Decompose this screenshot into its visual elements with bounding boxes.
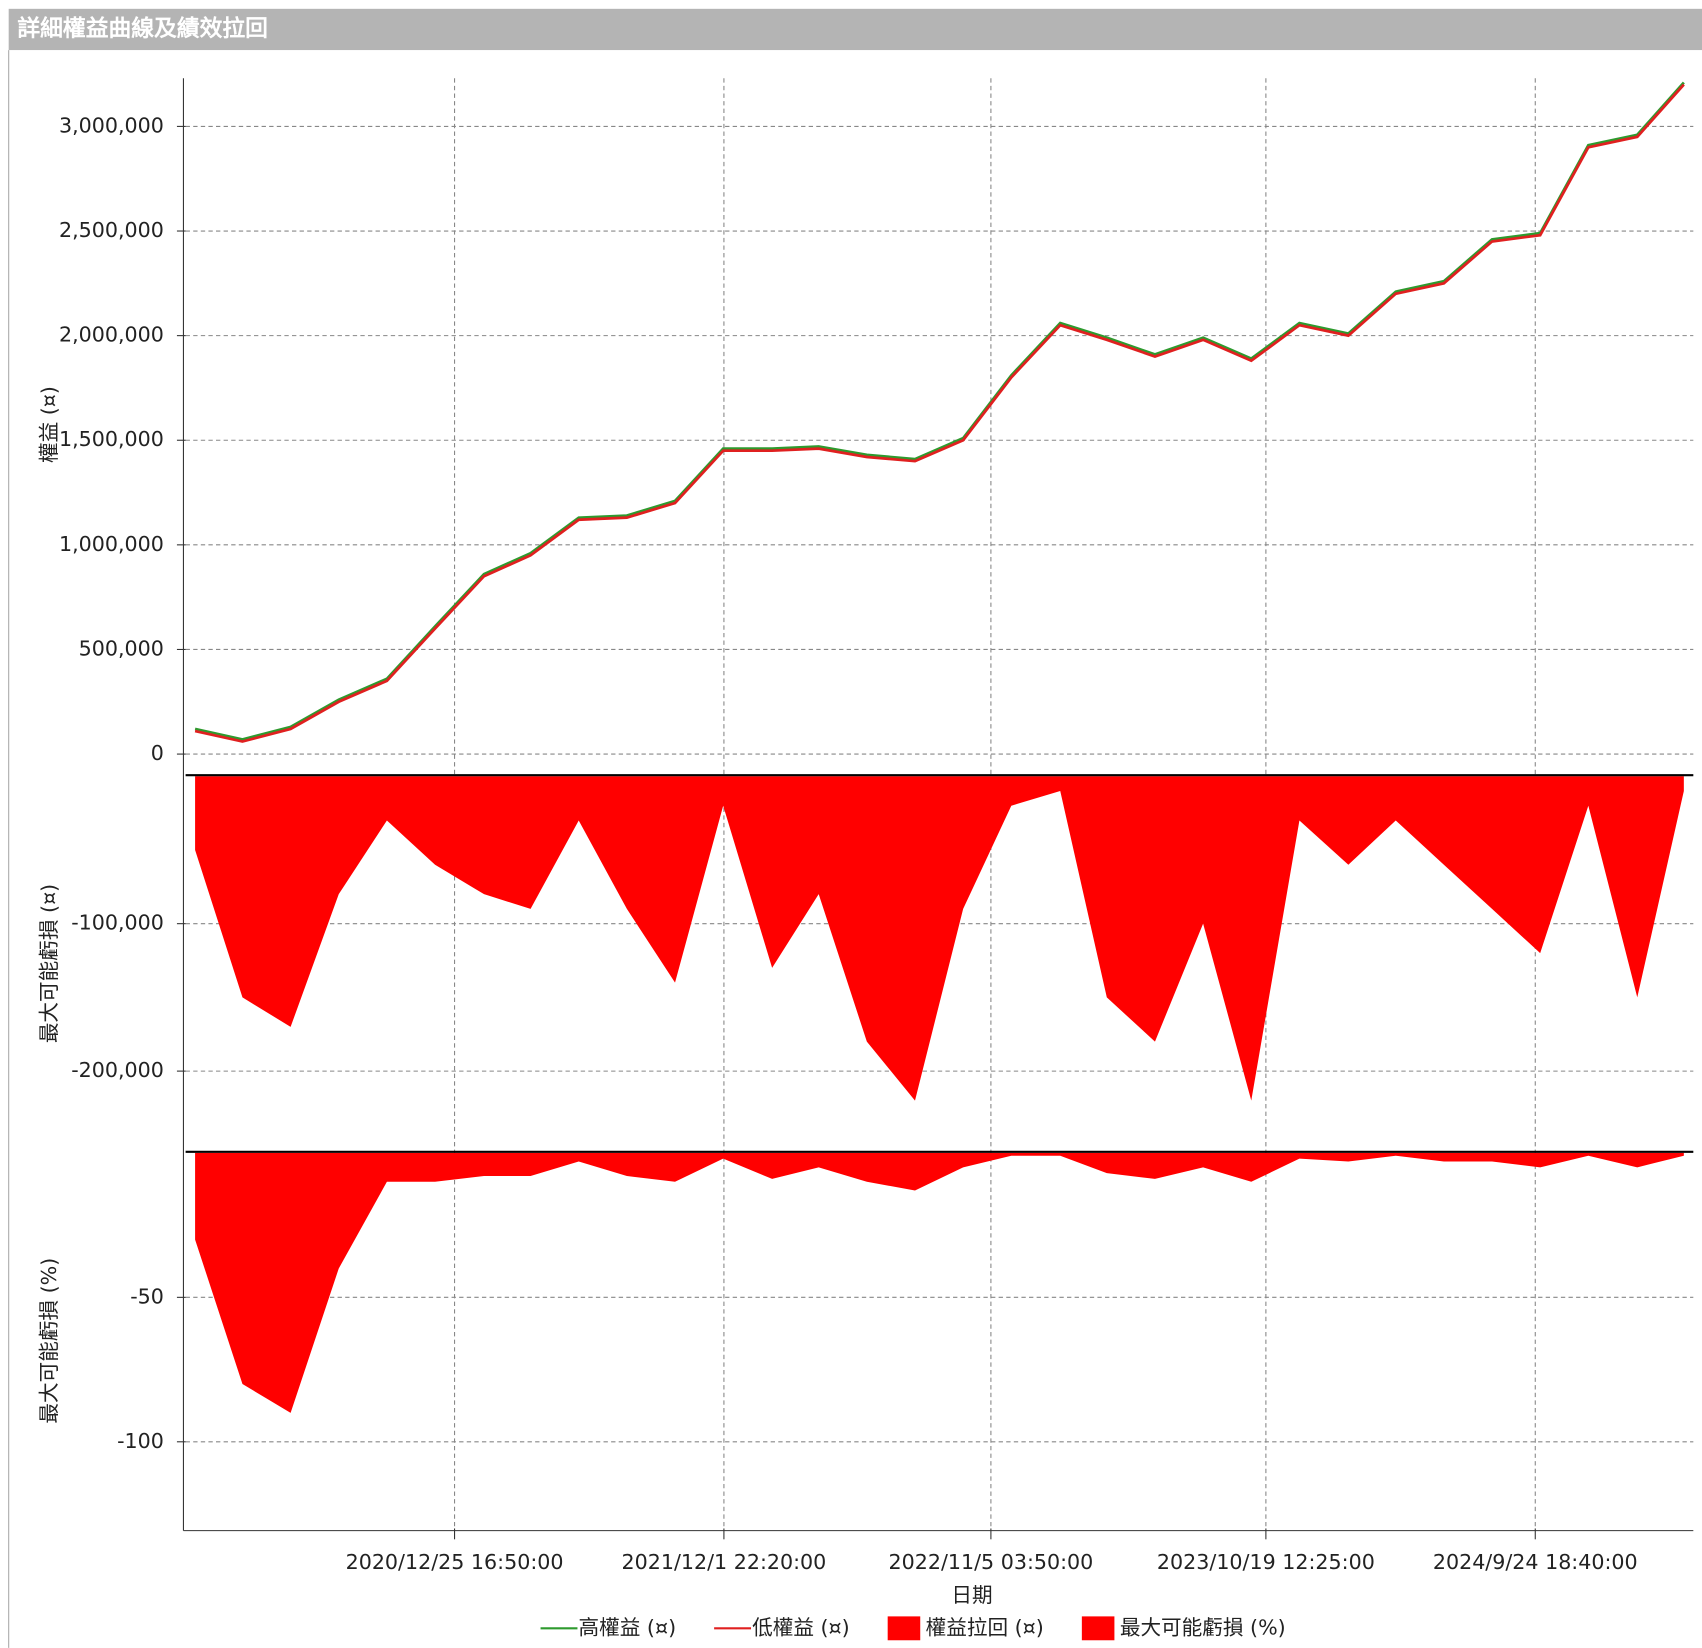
y-tick-label: -50 [130,1284,164,1308]
header-bar [8,8,1702,51]
equity-line [194,83,1685,743]
y-tick-label: 1,500,000 [59,427,164,451]
x-tick-label: 2022/11/5 03:50:00 [889,1550,1094,1574]
legend-label: 低權益 (¤) [752,1615,850,1639]
legend-label: 最大可能虧損 (%) [1120,1615,1286,1639]
y-axis-label: 最大可能虧損 (¤) [37,884,61,1043]
drawdown-area [195,1152,1684,1413]
y-tick-label: 1,000,000 [59,532,164,556]
legend-swatch [1081,1616,1115,1641]
y-tick-label: 0 [151,741,164,765]
equity-line [194,81,1685,741]
x-tick-label: 2024/9/24 18:40:00 [1433,1550,1638,1574]
x-tick-label: 2021/12/1 22:20:00 [622,1550,827,1574]
chart-title: 詳細權益曲線及績效拉回 [17,15,268,42]
y-axis-label: 最大可能虧損 (%) [37,1258,61,1424]
x-tick-label: 2023/10/19 12:25:00 [1157,1550,1375,1574]
y-axis-label: 權益 (¤) [37,386,61,463]
x-axis-label: 日期 [951,1583,992,1607]
y-tick-label: -100 [117,1429,164,1453]
y-tick-label: 2,000,000 [59,323,164,347]
x-tick-label: 2020/12/25 16:50:00 [346,1550,564,1574]
legend-label: 高權益 (¤) [579,1615,677,1639]
drawdown-area [195,776,1684,1101]
y-tick-label: -200,000 [71,1058,164,1082]
y-tick-label: 500,000 [79,636,164,660]
legend-label: 權益拉回 (¤) [926,1615,1044,1639]
y-tick-label: 2,500,000 [59,218,164,242]
y-tick-label: 3,000,000 [59,113,164,137]
y-tick-label: -100,000 [71,911,164,935]
legend-swatch [887,1616,921,1641]
